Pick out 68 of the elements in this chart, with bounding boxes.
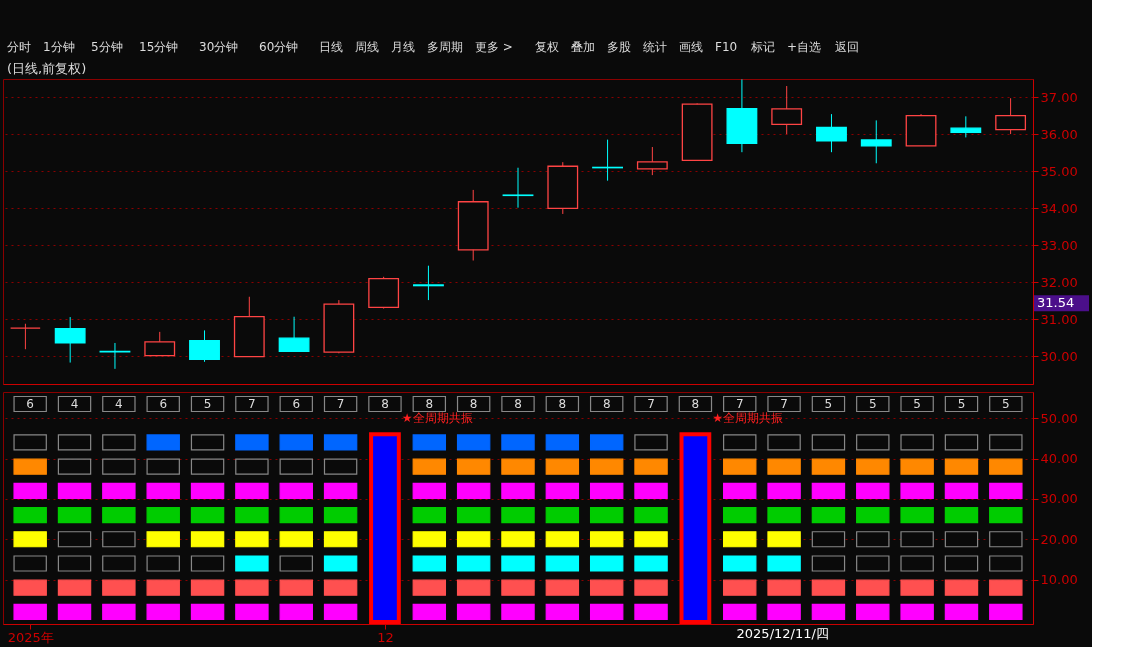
annotation: 8 (691, 397, 700, 411)
annotation: 8 (602, 397, 611, 411)
annotation: 8 (425, 397, 434, 411)
text: 2025/12/11/四 (736, 626, 829, 641)
y-tick-label: 33.00 (1040, 237, 1078, 253)
x-tick-label: 2025年 (7, 629, 54, 645)
y-tick-label: 30.00 (1040, 348, 1078, 364)
candlestick (502, 167, 534, 209)
text: 周线 (355, 40, 379, 54)
annotation: 7 (735, 397, 744, 411)
text: 1分钟 (43, 40, 75, 54)
text: 60分钟 (259, 40, 299, 54)
y-tick-label: 37.00 (1040, 89, 1078, 105)
annotation: 7 (647, 397, 655, 411)
text: 复权 (535, 40, 559, 54)
annotation: 8 (558, 397, 567, 411)
text: 日线 (319, 40, 343, 54)
candlestick (950, 115, 982, 138)
annotation: 6 (26, 397, 34, 411)
y-tick-label: 36.00 (1040, 126, 1078, 142)
candlestick (860, 119, 892, 164)
y-tick-label: 10.00 (1040, 572, 1078, 588)
x-tick-label: 12 (377, 629, 394, 645)
annotation: ★全周期共振 (401, 411, 473, 425)
annotation: 4 (115, 397, 123, 411)
text: 统计 (643, 40, 667, 54)
text: 月线 (391, 40, 415, 54)
annotation: 5 (203, 397, 212, 411)
annotation: 7 (248, 397, 256, 411)
text: 更多 > (475, 40, 513, 54)
text: 15分钟 (139, 40, 179, 54)
annotation: 6 (292, 397, 301, 411)
text: 分时 (7, 40, 31, 54)
annotation: 5 (1002, 397, 1010, 411)
text: 叠加 (571, 40, 595, 54)
annotation: 7 (336, 397, 345, 411)
annotation: 8 (514, 397, 522, 411)
text: 多股 (607, 40, 631, 54)
y-tick-label: 32.00 (1040, 274, 1078, 290)
text: +自选 (787, 40, 822, 54)
text: 返回 (835, 40, 859, 54)
text: 标记 (750, 40, 775, 54)
annotation: 4 (70, 397, 79, 411)
text: 画线 (679, 40, 703, 54)
text: 多周期 (427, 40, 463, 54)
chart-title: (日线,前复权) (7, 61, 87, 76)
annotation: 5 (913, 397, 921, 411)
annotation: 5 (824, 397, 833, 411)
text: F10 (715, 40, 738, 54)
annotation: 7 (780, 397, 788, 411)
annotation: 6 (159, 397, 168, 411)
text: 31.54 (1037, 295, 1075, 311)
y-tick-label: 35.00 (1040, 163, 1078, 179)
annotation: 8 (381, 397, 389, 411)
annotation: 5 (868, 397, 877, 411)
y-tick-label: 34.00 (1040, 200, 1078, 216)
annotation: 5 (957, 397, 966, 411)
y-tick-label: 20.00 (1040, 531, 1078, 547)
text: 30分钟 (199, 40, 239, 54)
annotation: 8 (469, 397, 478, 411)
y-tick-label: 40.00 (1040, 451, 1078, 467)
y-tick-label: 30.00 (1040, 491, 1078, 507)
y-tick-label: 50.00 (1040, 410, 1078, 426)
candlestick (413, 265, 444, 301)
candlestick (9, 323, 41, 350)
text: 5分钟 (91, 40, 123, 54)
annotation: ★全周期共振 (712, 411, 784, 425)
y-tick-label: 31.00 (1040, 311, 1078, 327)
